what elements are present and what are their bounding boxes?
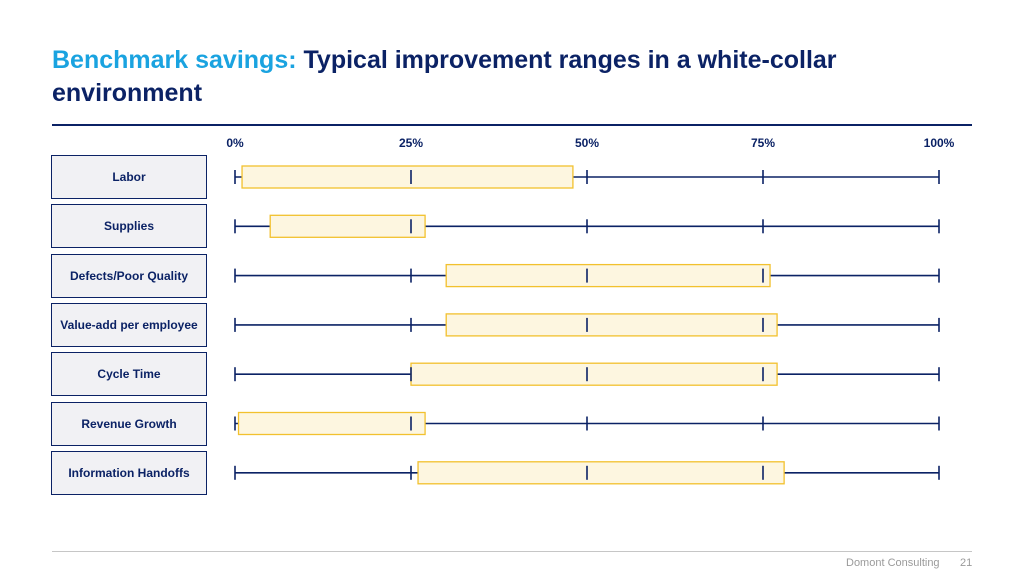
range-box — [241, 165, 574, 189]
title-main: Typical improvement ranges in a white-co… — [52, 46, 837, 107]
title-divider — [52, 124, 972, 126]
range-box — [445, 313, 778, 337]
footer-divider — [52, 551, 972, 552]
category-label: Information Handoffs — [51, 451, 207, 495]
range-box — [237, 411, 426, 436]
page-number: 21 — [960, 557, 973, 569]
category-label: Value-add per employee — [51, 303, 207, 347]
range-box — [417, 461, 785, 485]
category-label: Labor — [51, 155, 207, 199]
x-tick-label: 25% — [399, 136, 423, 150]
range-box — [269, 214, 426, 238]
x-tick-label: 50% — [575, 136, 599, 150]
range-box — [410, 362, 778, 386]
x-tick-label: 75% — [751, 136, 775, 150]
page-title: Benchmark savings: Typical improvement r… — [52, 44, 952, 110]
range-box — [445, 263, 771, 288]
x-tick-label: 100% — [924, 136, 955, 150]
category-label: Revenue Growth — [51, 402, 207, 446]
category-label: Defects/Poor Quality — [51, 254, 207, 298]
category-label: Cycle Time — [51, 352, 207, 396]
title-accent: Benchmark savings: — [52, 46, 297, 74]
footer-company: Domont Consulting — [846, 557, 940, 569]
x-tick-label: 0% — [226, 136, 244, 150]
category-label: Supplies — [51, 204, 207, 248]
